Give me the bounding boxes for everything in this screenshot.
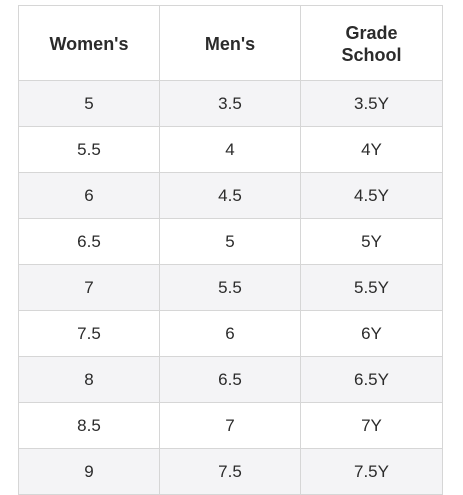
table-row: 6.5 5 5Y: [18, 218, 443, 265]
cell-grade-school: 6.5Y: [300, 356, 443, 403]
cell-grade-school: 4.5Y: [300, 172, 443, 219]
cell-womens: 9: [18, 448, 160, 495]
cell-mens: 4.5: [159, 172, 301, 219]
header-row: Women's Men's Grade School: [18, 5, 443, 81]
cell-womens: 7.5: [18, 310, 160, 357]
cell-grade-school: 6Y: [300, 310, 443, 357]
cell-mens: 6: [159, 310, 301, 357]
cell-womens: 8.5: [18, 402, 160, 449]
cell-mens: 4: [159, 126, 301, 173]
table-row: 7.5 6 6Y: [18, 310, 443, 357]
column-header-grade-school: Grade School: [300, 5, 443, 81]
size-conversion-table: Women's Men's Grade School 5 3.5 3.5Y 5.…: [18, 5, 443, 495]
column-header-womens: Women's: [18, 5, 160, 81]
cell-grade-school: 3.5Y: [300, 80, 443, 127]
cell-womens: 5: [18, 80, 160, 127]
table-row: 8 6.5 6.5Y: [18, 356, 443, 403]
cell-womens: 6.5: [18, 218, 160, 265]
column-header-womens-label: Women's: [49, 34, 129, 54]
cell-womens: 8: [18, 356, 160, 403]
cell-womens: 6: [18, 172, 160, 219]
table-row: 7 5.5 5.5Y: [18, 264, 443, 311]
table-body: 5 3.5 3.5Y 5.5 4 4Y 6 4.5 4.5Y 6.5 5 5Y …: [18, 80, 443, 495]
cell-womens: 5.5: [18, 126, 160, 173]
table-header: Women's Men's Grade School: [18, 5, 443, 81]
column-header-mens: Men's: [159, 5, 301, 81]
cell-grade-school: 5.5Y: [300, 264, 443, 311]
table-row: 8.5 7 7Y: [18, 402, 443, 449]
cell-mens: 3.5: [159, 80, 301, 127]
cell-mens: 7.5: [159, 448, 301, 495]
cell-womens: 7: [18, 264, 160, 311]
cell-mens: 6.5: [159, 356, 301, 403]
cell-grade-school: 7.5Y: [300, 448, 443, 495]
table-row: 5.5 4 4Y: [18, 126, 443, 173]
cell-mens: 7: [159, 402, 301, 449]
column-header-grade-school-line1: Grade: [345, 23, 398, 43]
cell-mens: 5.5: [159, 264, 301, 311]
column-header-mens-label: Men's: [204, 34, 256, 54]
table-row: 5 3.5 3.5Y: [18, 80, 443, 127]
cell-mens: 5: [159, 218, 301, 265]
cell-grade-school: 5Y: [300, 218, 443, 265]
table-row: 9 7.5 7.5Y: [18, 448, 443, 495]
table-row: 6 4.5 4.5Y: [18, 172, 443, 219]
cell-grade-school: 4Y: [300, 126, 443, 173]
column-header-grade-school-line2: School: [341, 45, 402, 65]
cell-grade-school: 7Y: [300, 402, 443, 449]
